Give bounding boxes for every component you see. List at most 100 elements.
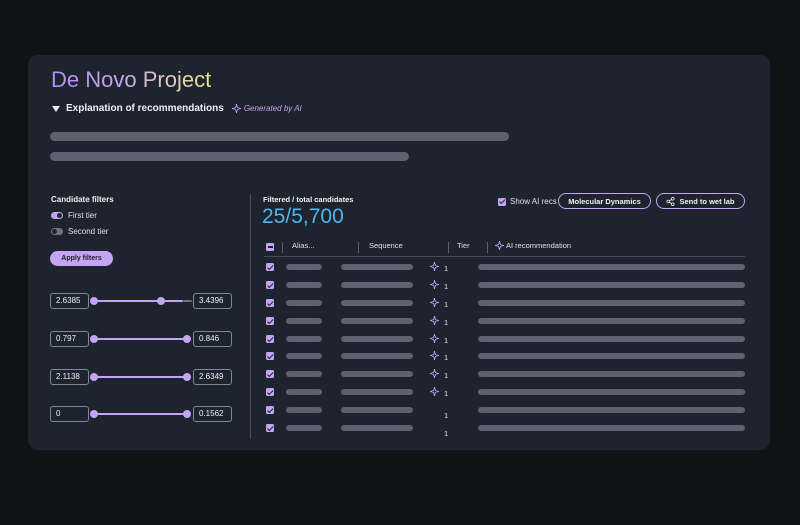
row-checkbox[interactable] <box>266 388 274 396</box>
triangle-down-icon <box>52 105 60 112</box>
range-max-thumb[interactable] <box>183 410 191 418</box>
range-max-input[interactable]: 2.6349 <box>193 369 232 385</box>
range-track <box>183 300 192 302</box>
sequence-placeholder <box>341 264 413 270</box>
table-row[interactable]: 1 <box>264 315 745 327</box>
apply-filters-button[interactable]: Apply filters <box>50 251 113 266</box>
sequence-placeholder <box>341 336 413 342</box>
ai-recommendation-placeholder <box>478 425 745 431</box>
range-min-thumb[interactable] <box>90 373 98 381</box>
tier-value: 1 <box>444 282 449 291</box>
alias-placeholder <box>286 353 322 359</box>
explanation-skeleton-line <box>50 132 509 141</box>
ai-recommendation-placeholder <box>478 407 745 413</box>
page-title: De Novo Project <box>51 67 212 92</box>
table-row[interactable]: 1 <box>264 297 745 309</box>
range-min-thumb[interactable] <box>90 297 98 305</box>
column-header-alias[interactable]: Alias... <box>292 241 315 250</box>
sparkle-icon <box>430 262 439 271</box>
toggle-switch-on[interactable] <box>51 212 63 219</box>
alias-placeholder <box>286 371 322 377</box>
range-max-thumb[interactable] <box>183 335 191 343</box>
row-checkbox[interactable] <box>266 317 274 325</box>
filtered-total-label: Filtered / total candidates <box>263 195 354 204</box>
row-checkbox[interactable] <box>266 406 274 414</box>
column-header-tier[interactable]: Tier <box>457 241 470 250</box>
ai-recommendation-placeholder <box>478 371 745 377</box>
sparkle-icon <box>430 298 439 307</box>
toggle-switch-off[interactable] <box>51 228 63 235</box>
range-min-thumb[interactable] <box>90 335 98 343</box>
range-filter[interactable]: 2.6385 3.4396 <box>50 293 234 309</box>
row-checkbox[interactable] <box>266 335 274 343</box>
range-filter[interactable]: 0 0.1562 <box>50 406 234 422</box>
tier-value: 1 <box>444 429 449 438</box>
table-row[interactable]: 1 <box>264 279 745 291</box>
row-checkbox[interactable] <box>266 281 274 289</box>
explanation-toggle[interactable]: Explanation of recommendations Generated… <box>52 103 302 114</box>
range-filter[interactable]: 2.1138 2.6349 <box>50 369 234 385</box>
range-min-input[interactable]: 2.6385 <box>50 293 89 309</box>
range-track-selected <box>95 338 190 340</box>
range-min-input[interactable]: 2.1138 <box>50 369 89 385</box>
sparkle-icon <box>430 334 439 343</box>
tier-value: 1 <box>444 371 449 380</box>
alias-placeholder <box>286 336 322 342</box>
ai-recommendation-placeholder <box>478 300 745 306</box>
sequence-placeholder <box>341 300 413 306</box>
table-row[interactable]: 1 <box>264 386 745 398</box>
ai-recommendation-label: AI recommendation <box>506 241 572 250</box>
table-row[interactable]: 1 <box>264 350 745 362</box>
range-min-input[interactable]: 0.797 <box>50 331 89 347</box>
sparkle-icon <box>495 241 504 250</box>
share-icon <box>666 196 675 206</box>
send-to-wet-lab-label: Send to wet lab <box>679 196 735 206</box>
range-max-input[interactable]: 0.1562 <box>193 406 232 422</box>
molecular-dynamics-button[interactable]: Molecular Dynamics <box>558 193 651 209</box>
range-track-selected <box>93 300 183 302</box>
range-max-input[interactable]: 0.846 <box>193 331 232 347</box>
table-row[interactable]: 1 <box>264 422 745 438</box>
range-min-input[interactable]: 0 <box>50 406 89 422</box>
row-checkbox[interactable] <box>266 424 274 432</box>
ai-recommendation-placeholder <box>478 282 745 288</box>
range-min-thumb[interactable] <box>90 410 98 418</box>
table-row[interactable]: 1 <box>264 261 745 273</box>
table-row[interactable]: 1 <box>264 404 745 420</box>
table-header-divider <box>264 256 745 257</box>
send-to-wet-lab-button[interactable]: Send to wet lab <box>656 193 745 209</box>
project-panel: De Novo Project Explanation of recommend… <box>28 55 770 450</box>
table-row[interactable]: 1 <box>264 368 745 380</box>
toggle-label: Second tier <box>68 227 109 236</box>
toggle-label: First tier <box>68 211 97 220</box>
range-max-thumb[interactable] <box>183 373 191 381</box>
show-ai-recs-checkbox[interactable]: Show AI recs <box>498 197 557 206</box>
range-track-selected <box>95 376 190 378</box>
column-header-sequence[interactable]: Sequence <box>369 241 403 250</box>
checkbox-checked-icon[interactable] <box>498 197 506 206</box>
sequence-placeholder <box>341 282 413 288</box>
alias-placeholder <box>286 282 322 288</box>
table-row[interactable]: 1 <box>264 333 745 345</box>
vertical-divider <box>250 194 251 439</box>
range-max-thumb[interactable] <box>157 297 165 305</box>
sparkle-icon <box>430 280 439 289</box>
row-checkbox[interactable] <box>266 370 274 378</box>
toggle-first-tier[interactable]: First tier <box>51 211 97 220</box>
sparkle-icon <box>231 104 241 113</box>
sparkle-icon <box>430 369 439 378</box>
toggle-second-tier[interactable]: Second tier <box>51 227 108 236</box>
tier-value: 1 <box>444 389 449 398</box>
range-filter[interactable]: 0.797 0.846 <box>50 331 234 347</box>
row-checkbox[interactable] <box>266 263 274 271</box>
explanation-label: Explanation of recommendations <box>66 103 224 114</box>
column-header-ai-recommendation[interactable]: AI recommendation <box>495 241 571 250</box>
select-all-checkbox[interactable] <box>266 243 274 251</box>
ai-recommendation-placeholder <box>478 353 745 359</box>
row-checkbox[interactable] <box>266 299 274 307</box>
sparkle-icon <box>430 316 439 325</box>
row-checkbox[interactable] <box>266 352 274 360</box>
alias-placeholder <box>286 425 322 431</box>
range-max-input[interactable]: 3.4396 <box>193 293 232 309</box>
sequence-placeholder <box>341 425 413 431</box>
